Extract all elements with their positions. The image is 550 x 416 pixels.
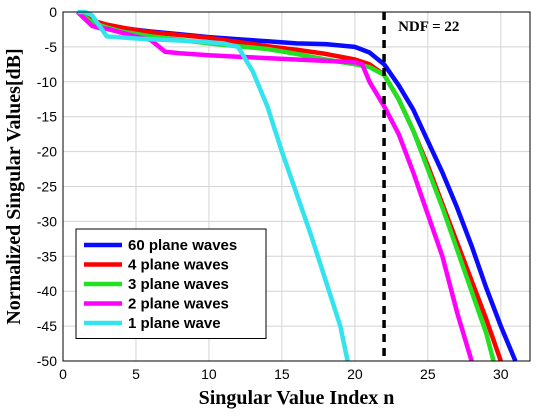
x-tick-label: 15 <box>274 366 290 382</box>
x-axis-title: Singular Value Index n <box>199 387 395 409</box>
y-tick-label: -40 <box>37 283 57 299</box>
x-tick-labels: 0 5 10 15 20 25 30 <box>59 366 509 382</box>
y-tick-labels: 0 -5 -10 -15 -20 -25 -30 -35 -40 -45 -50 <box>37 4 57 369</box>
y-axis-title: Normalized Singular Values[dB] <box>3 48 25 324</box>
x-tick-label: 0 <box>59 366 67 382</box>
ndf-label: NDF = 22 <box>398 19 459 35</box>
y-tick-label: -30 <box>37 213 57 229</box>
series-line <box>77 9 350 362</box>
y-tick-label: -15 <box>37 109 57 125</box>
x-tick-label: 20 <box>347 366 363 382</box>
x-tick-label: 25 <box>420 366 436 382</box>
y-tick-label: 0 <box>49 4 57 20</box>
plot-frame <box>62 11 531 362</box>
legend: 60 plane waves 4 plane waves 3 plane waves… <box>75 228 267 339</box>
y-tick-label: -45 <box>37 318 57 334</box>
y-tick-label: -50 <box>37 353 57 369</box>
x-tick-label: 10 <box>201 366 217 382</box>
legend-label: 3 plane waves <box>128 276 229 293</box>
y-tick-label: -10 <box>37 74 57 90</box>
series-line <box>76 10 474 362</box>
y-tick-label: -25 <box>37 179 57 195</box>
legend-label: 60 plane waves <box>128 237 237 254</box>
y-tick-label: -20 <box>37 144 57 160</box>
series-layer <box>76 9 518 362</box>
legend-label: 1 plane wave <box>128 315 221 332</box>
x-tick-label: 30 <box>493 366 509 382</box>
legend-label: 4 plane waves <box>128 257 229 274</box>
legend-label: 2 plane waves <box>128 296 229 313</box>
y-tick-label: -35 <box>37 248 57 264</box>
x-tick-label: 5 <box>132 366 140 382</box>
y-tick-label: -5 <box>45 39 58 55</box>
